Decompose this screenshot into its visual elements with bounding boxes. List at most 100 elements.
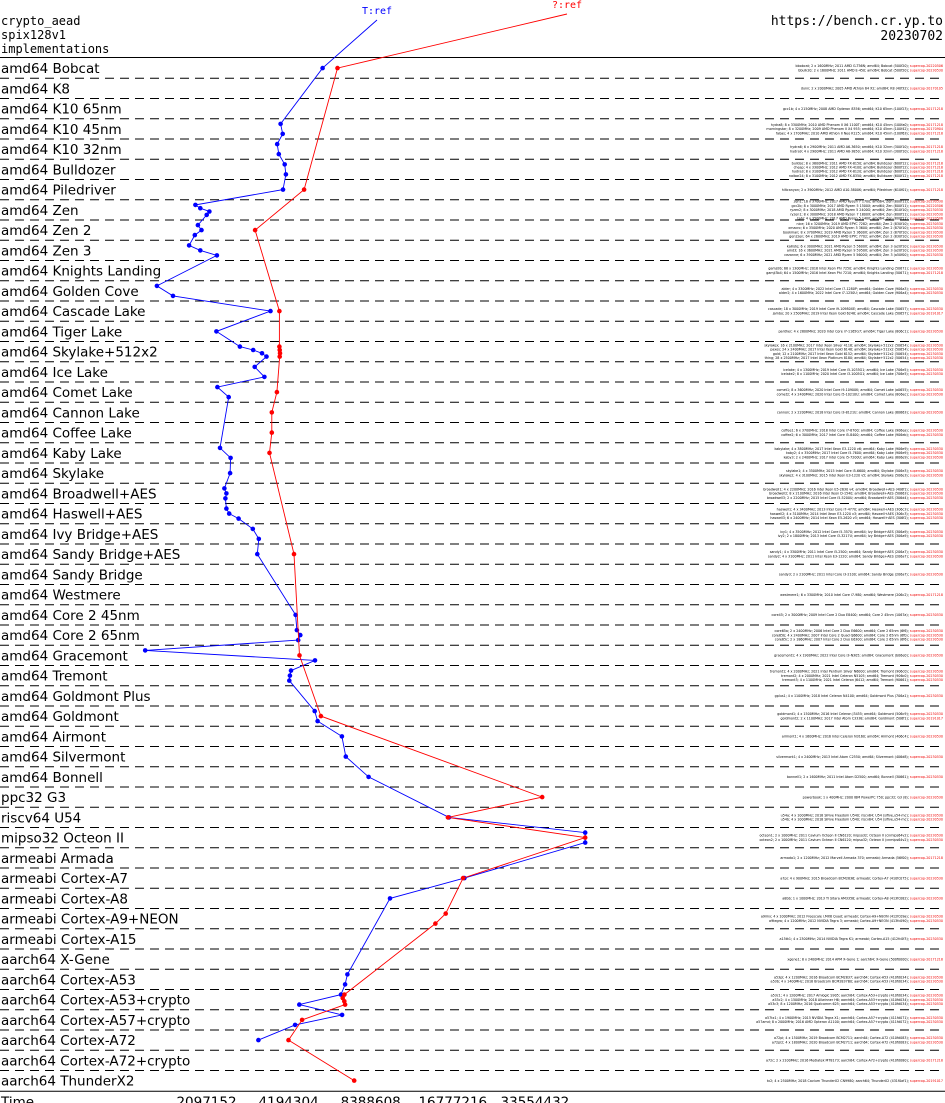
data-point-T (226, 511, 232, 516)
row-label: armeabi Cortex-A15 (1, 932, 137, 948)
machine-detail: gplus1; 4 x 1100MHz; 2018 Intel Celeron … (775, 694, 943, 698)
header-left: crypto_aead spix128v1 implementations (1, 14, 109, 56)
row-label: amd64 Coffee Lake (1, 426, 132, 442)
data-point-T (192, 232, 198, 238)
machine-detail: sandy2; 4 x 3100MHz; 2011 Intel Xeon E3-… (768, 554, 943, 558)
data-point-T (342, 982, 348, 987)
row-label: mipso32 Octeon II (1, 831, 124, 847)
data-point-T (224, 506, 229, 511)
data-point-T (387, 896, 393, 901)
machine-detail: hiltcanyon; 2 x 3900MHz; 2012 AMD A10-58… (782, 188, 943, 192)
data-point-T (254, 551, 260, 557)
data-point-T (256, 536, 262, 542)
data-point-Q (582, 835, 588, 840)
row-label: amd64 Ivy Bridge+AES (1, 527, 158, 543)
machine-detail: xgene1; 8 x 2400MHz; 2014 APM X-Gene 1; … (787, 957, 943, 961)
data-point-T (278, 121, 283, 127)
data-point-T (274, 141, 280, 147)
row-label: amd64 Tremont (1, 669, 108, 685)
row-label: amd64 Goldmont Plus (1, 689, 151, 705)
machine-detail: dunn; 2 x 2000MHz; 2005 AMD Athlon 64 X2… (801, 87, 943, 91)
row-label: aarch64 Cortex-A57+crypto (1, 1013, 190, 1029)
row-label: aarch64 X-Gene (1, 952, 110, 968)
machine-detail: gracemont1; 4 x 1900MHz; 2022 Intel Core… (774, 654, 943, 658)
machine-detail: a15tk1; 4 x 2300MHz; 2014 NVIDIA Tegra K… (780, 937, 944, 941)
row-label: armeabi Cortex-A7 (1, 871, 128, 887)
data-point-Q (299, 1017, 305, 1023)
machine-detail: nice; 16 x 3200MHz; 2019 AMD EPYC 7282; … (797, 222, 943, 226)
row-label: amd64 Skylake+512x2 (1, 345, 158, 361)
machine-detail: gold; 12 x 2100MHz; 2017 Intel Xeon Gold… (773, 352, 943, 356)
row-label: amd64 Bobcat (1, 61, 100, 77)
data-point-T (343, 754, 349, 759)
data-point-T (224, 491, 229, 496)
machine-detail: a72pi; 4 x 1500MHz; 2019 Broadcom BCM271… (774, 1036, 943, 1040)
data-point-T (283, 172, 289, 177)
machine-detail: coffee2; 6 x 3000MHz; 2017 Intel Core i5… (781, 433, 943, 437)
machine-detail: gen2zen; 64 x 2600MHz; 2019 AMD EPYC 770… (789, 235, 943, 239)
data-point-T (276, 151, 282, 157)
machine-detail: ryzen2; 8 x 3000MHz; 2018 AMD Ryzen 5 24… (790, 208, 943, 212)
machine-detail: coffee1; 6 x 3700MHz; 2018 Intel Core i7… (781, 429, 943, 433)
header-right: https://bench.cr.yp.to 20230702 (771, 14, 943, 44)
data-point-T (287, 678, 292, 683)
data-point-Q (277, 347, 283, 353)
machine-detail: amd3; 16 x 3600MHz; 2021 AMD Ryzen 9 595… (787, 249, 943, 253)
machine-detail: tx2; 4 x 2500MHz; 2018 Cavium ThunderX2 … (767, 1079, 943, 1083)
machine-detail: powerbook; 1 x 400MHz; 2000 IBM PowerPC … (803, 795, 943, 799)
machine-detail: a53b; 4 x 1400MHz; 2018 Broadcom BCM2837… (771, 980, 943, 984)
row-label: amd64 Gracemont (1, 648, 128, 664)
machine-detail: comet1; 8 x 3600MHz; 2020 Intel Core i9-… (777, 388, 943, 392)
machine-detail: sandy3; 2 x 2100MHz; 2011 Intel Core i3-… (779, 573, 943, 577)
data-point-T (282, 162, 288, 167)
data-point-T (345, 972, 350, 977)
machine-detail: core65c; 2 x 1860MHz; 2007 Intel Core 2 … (775, 638, 943, 642)
x-tick-label: 4194304 (259, 1094, 319, 1103)
data-point-T (170, 293, 176, 299)
machine-detail: skylake2; 4 x 3100MHz; 2015 Intel Xeon E… (779, 473, 943, 477)
machine-detail: a9tegra; 4 x 1200MHz; 2012 NVIDIA Tegra … (769, 919, 943, 923)
data-point-Q (443, 911, 449, 916)
data-point-T (142, 648, 148, 653)
data-point-Q (277, 354, 283, 359)
row-label: amd64 K8 (1, 81, 70, 97)
data-point-Q (269, 410, 275, 415)
data-point-Q (460, 875, 466, 881)
machine-detail: fabas; 4 x 1700MHz; 2010 AMD Athlon II N… (776, 131, 943, 135)
machine-detail: alder; 4 x 3300MHz; 2022 Intel Core i7-1… (781, 287, 943, 291)
machine-detail: gcc1b; 4 x 2150MHz; 2008 AMD Opteron 835… (783, 107, 943, 111)
data-point-T (312, 658, 318, 663)
data-point-T (264, 354, 269, 359)
data-point-T (228, 455, 233, 461)
machine-detail: xmacro; 6 x 3500MHz; 2020 AMD Ryzen 5 36… (788, 226, 943, 230)
machine-detail: hydra9; 4 x 2900MHz; 2011 AMD A8-3850; a… (790, 149, 943, 153)
machine-detail: jambo; 20 x 2500MHz; 2019 Intel Xeon Gol… (772, 311, 943, 315)
machine-detail: tremont3; 4 x 1100MHz; 2021 Intel Celero… (782, 678, 943, 682)
x-tick-label: 33554432 (501, 1094, 570, 1103)
machine-detail: kabylake; 4 x 3800MHz; 2017 Intel Xeon E… (774, 447, 943, 451)
data-point-T (268, 308, 273, 314)
row-label: aarch64 Cortex-A72 (1, 1033, 136, 1049)
data-point-Q (277, 351, 283, 356)
machine-detail: tahi; 4 x 3500MHz; 2017 AMD Ryzen 5 1400… (797, 216, 943, 220)
machine-detail: gamji3b; 68 x 1300MHz; 2016 Intel Xeon P… (768, 267, 943, 271)
data-point-T (154, 283, 160, 289)
data-point-Q (277, 344, 282, 349)
data-point-T (312, 708, 318, 714)
machine-detail: broadwell1; 4 x 2200MHz; 2016 Intel Xeon… (763, 487, 943, 491)
row-label: armeabi Armada (1, 851, 114, 867)
row-label: armeabi Cortex-A9+NEON (1, 912, 179, 928)
machine-detail: ivy2; 2 x 1800MHz; 2013 Intel Core i3-32… (778, 534, 943, 538)
machine-detail: a53c1; 4 x 1200MHz; 2017 Amlogic S905; a… (771, 994, 943, 998)
data-point-T (198, 205, 203, 211)
data-point-T (338, 992, 344, 997)
data-point-T (217, 445, 223, 451)
machine-detail: bookman; 8 x 3700MHz; 2019 AMD Ryzen 5 3… (783, 230, 943, 234)
data-point-T (259, 351, 265, 356)
machine-detail: kaby3; 2 x 2400MHz; 2017 Intel Core i5-7… (784, 455, 943, 459)
machine-detail: haswell2; 4 x 3100MHz; 2014 Intel Xeon E… (770, 512, 943, 516)
row-label: aarch64 Cortex-A53+crypto (1, 993, 190, 1009)
data-point-Q (269, 430, 275, 435)
machine-detail: hydra8; 8 x 3300MHz; 2010 AMD Phenom II … (771, 123, 943, 127)
machine-detail: airmont1; 4 x 1600MHz; 2016 Intel Celero… (782, 735, 943, 739)
